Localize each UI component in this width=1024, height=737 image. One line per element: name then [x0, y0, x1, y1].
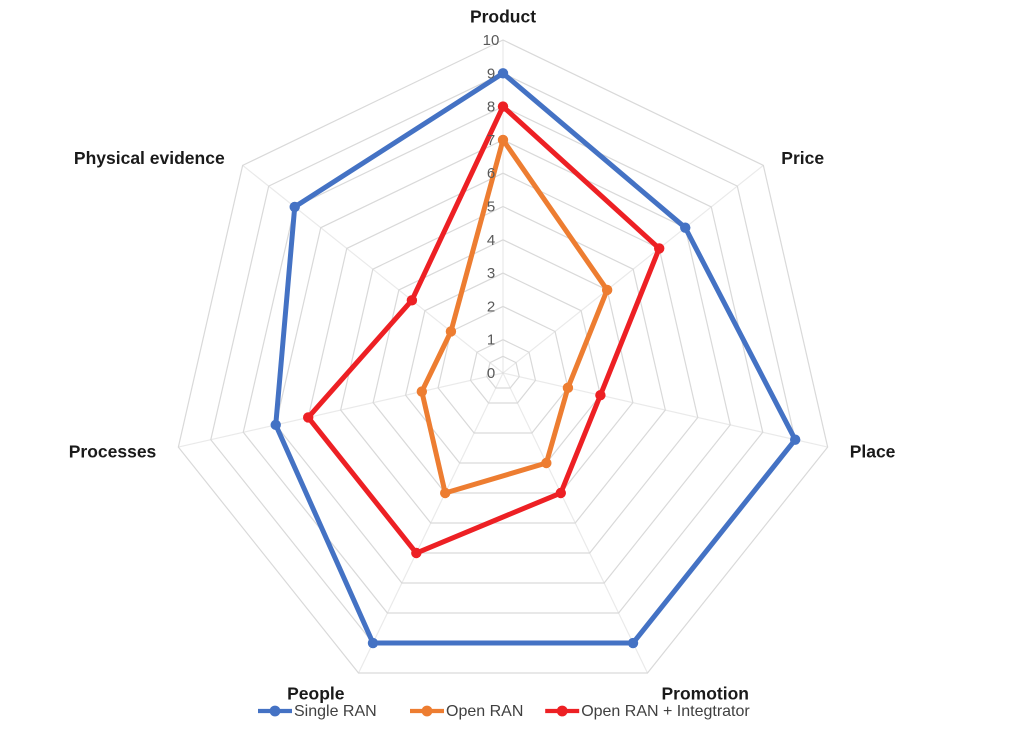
legend-label: Single RAN [294, 703, 377, 720]
grid-ring-inner [486, 355, 520, 389]
series-point-0-2 [789, 434, 801, 445]
legend-item-single-ran[interactable]: Single RAN [258, 703, 377, 720]
grid-spoke-physical-evidence [242, 164, 504, 374]
radial-tick-4: 4 [487, 232, 495, 249]
axis-category-labels: Product Price Place Promotion People Processe… [69, 7, 896, 704]
series-open-ran-integtrator [303, 101, 665, 559]
series-single-ran [270, 68, 801, 649]
legend-swatch-marker [269, 705, 281, 717]
axis-label-physical-evidence: Physical evidence [74, 148, 225, 168]
radial-tick-0: 0 [487, 365, 495, 382]
radial-tick-8: 8 [487, 99, 495, 116]
series-point-0-0 [497, 68, 509, 79]
axis-label-processes: Processes [69, 442, 157, 462]
axis-label-promotion: Promotion [662, 684, 750, 704]
series-point-1-4 [440, 487, 451, 499]
radial-tick-7: 7 [487, 132, 495, 149]
series-point-1-3 [541, 457, 552, 469]
radial-tick-10: 10 [483, 32, 500, 49]
series-point-1-1 [601, 284, 613, 296]
series-point-0-1 [680, 222, 691, 233]
series-point-2-1 [654, 243, 665, 254]
series-line-1 [419, 137, 610, 496]
legend-item-open-ran-integtrator[interactable]: Open RAN + Integtrator [545, 703, 750, 720]
grid-ring-1 [469, 339, 537, 404]
radial-tick-2: 2 [487, 298, 495, 315]
spoke-layer [178, 40, 828, 674]
axis-label-people: People [287, 684, 345, 704]
legend-swatch-marker [421, 705, 433, 717]
series-point-1-5 [416, 386, 428, 397]
radial-tick-9: 9 [487, 65, 495, 82]
chart-legend: Single RAN Open RAN Open RAN + Integtrator [258, 703, 750, 720]
legend-label: Open RAN [446, 703, 523, 720]
grid-spoke-price [502, 164, 764, 374]
axis-label-price: Price [781, 148, 824, 168]
grid-ring-4 [372, 239, 634, 494]
radial-tick-labels: 0 1 2 3 4 5 6 7 8 9 10 [483, 32, 500, 382]
series-open-ran [416, 134, 613, 499]
series-point-0-5 [270, 419, 281, 431]
series-point-2-6 [406, 295, 418, 306]
grid-ring-8 [242, 105, 764, 614]
series-point-2-5 [303, 412, 314, 423]
grid-ring-3 [404, 272, 602, 464]
series-point-1-0 [497, 134, 509, 146]
radial-tick-1: 1 [487, 332, 495, 349]
grid-ring-7 [275, 139, 731, 584]
axis-label-place: Place [850, 442, 896, 462]
series-line-2 [305, 104, 662, 556]
grid-spoke-place [502, 372, 828, 448]
series-point-2-4 [411, 547, 422, 559]
grid-spoke-people [357, 372, 504, 674]
radial-tick-6: 6 [487, 165, 495, 182]
series-point-2-3 [555, 487, 566, 499]
series-point-2-0 [497, 101, 509, 112]
series-point-1-2 [562, 382, 574, 394]
series-point-0-6 [289, 201, 300, 213]
grid-ring-6 [307, 172, 699, 554]
grid-spoke-promotion [502, 372, 649, 674]
legend-swatch-marker [556, 705, 568, 717]
series-point-0-4 [367, 637, 379, 649]
grid-ring-10 [177, 39, 829, 674]
grid-ring-5 [340, 205, 666, 524]
legend-item-open-ran[interactable]: Open RAN [410, 703, 523, 720]
series-line-0 [273, 70, 798, 646]
series-point-2-2 [595, 390, 606, 401]
axis-label-product: Product [470, 7, 536, 27]
series-layer [270, 68, 801, 649]
series-point-0-3 [627, 637, 639, 649]
radial-tick-5: 5 [487, 198, 495, 215]
grid-spoke-processes [178, 372, 504, 448]
legend-label: Open RAN + Integtrator [581, 703, 750, 720]
series-point-1-6 [445, 326, 457, 337]
radial-tick-3: 3 [487, 265, 495, 282]
